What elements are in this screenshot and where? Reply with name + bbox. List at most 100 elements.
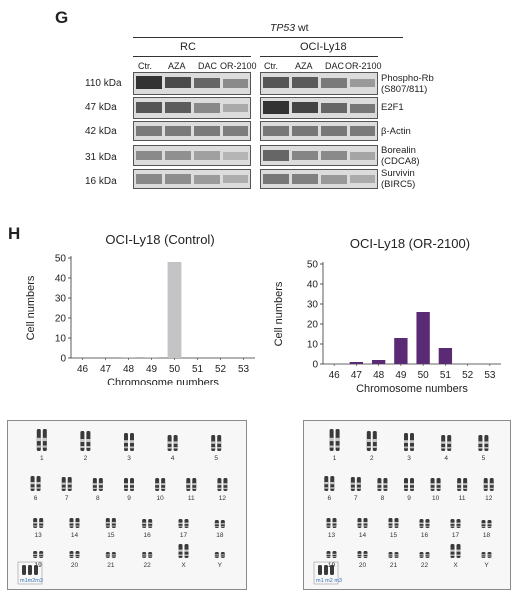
chromosome-label: 6: [34, 495, 38, 502]
lane-label-aza-rc: AZA: [168, 61, 186, 71]
chromosome-label: 6: [327, 495, 331, 502]
chromosome-label: Y: [484, 562, 489, 569]
chromosome-22: [419, 552, 424, 558]
chromosome-label: 9: [127, 495, 131, 502]
chromosome-X: [178, 544, 183, 558]
x-tick-label: 53: [484, 370, 496, 381]
y-tick-label: 50: [55, 254, 67, 265]
chromosome-20: [357, 551, 362, 558]
chromosome-label: 9: [407, 495, 411, 502]
chromosome-9: [404, 478, 408, 491]
chromosome-label: 5: [482, 455, 486, 462]
chromosome-4: [447, 435, 452, 451]
chromosome-label: X: [181, 562, 186, 569]
chromosome-2: [86, 431, 91, 451]
protein-label-survivin: Survivin (BIRC5): [381, 168, 415, 190]
blot-survivin-oci: [260, 169, 378, 189]
chromosome-16: [148, 519, 153, 528]
chromosome-9: [130, 478, 134, 491]
chromosome-label: 4: [171, 455, 175, 462]
chromosome-label: 7: [354, 495, 358, 502]
bar-49: [394, 338, 408, 364]
x-axis-title: Chromosome numbers: [107, 377, 219, 385]
chromosome-13: [39, 518, 44, 528]
chromosome-15: [388, 518, 393, 528]
chromosome-label: Y: [218, 562, 223, 569]
chromosome-label: 1: [40, 455, 44, 462]
chromosome-18: [481, 520, 486, 528]
bands-beta-actin-oci: [263, 126, 375, 136]
chromosome-14: [357, 518, 362, 528]
lane-label-ctr-rc: Ctr.: [138, 61, 153, 71]
chromosome-4: [173, 435, 178, 451]
x-tick-label: 48: [373, 370, 385, 381]
chromosome-6: [330, 476, 335, 491]
chromosome-6: [36, 476, 41, 491]
chromosome-11: [463, 478, 468, 491]
y-axis-title: Cell numbers: [25, 275, 37, 340]
chromosome-8: [383, 478, 388, 491]
chromosome-label: 7: [65, 495, 69, 502]
x-tick-label: 46: [329, 370, 341, 381]
blot-header: TP53 wt: [270, 22, 309, 34]
chromosome-label: 17: [452, 532, 460, 539]
blot-beta-actin-rc: [133, 121, 251, 141]
bands-survivin-rc: [136, 174, 248, 184]
chromosome-label: 19: [35, 562, 43, 569]
header-rule: [133, 37, 403, 38]
blot-phospho-rb-rc: [133, 72, 251, 95]
chromosome-label: 16: [144, 532, 152, 539]
chromosome-7: [350, 477, 355, 491]
chromosome-20: [363, 551, 368, 558]
protein-name-survivin: Survivin: [381, 168, 415, 179]
lane-label-dac-rc: DAC: [198, 61, 218, 71]
x-tick-label: 50: [418, 370, 430, 381]
y-axis-title: Cell numbers: [273, 281, 285, 346]
chromosome-label: 2: [370, 455, 374, 462]
chromosome-Y: [220, 552, 225, 558]
protein-alias-survivin: (BIRC5): [381, 179, 416, 190]
y-tick-label: 50: [307, 260, 319, 271]
y-tick-label: 10: [55, 334, 67, 345]
bands-borealin-rc: [136, 151, 248, 160]
kda-label-borealin: 31 kDa: [85, 152, 117, 163]
chromosome-22: [148, 552, 153, 558]
blot-beta-actin-oci: [260, 121, 378, 141]
chromosome-5: [478, 435, 483, 451]
chromosome-Y: [487, 552, 492, 558]
chromosome-17: [178, 519, 183, 528]
chromosome-label: 21: [390, 562, 398, 569]
chromosome-16: [142, 519, 147, 528]
chromosome-label: 5: [214, 455, 218, 462]
chromosome-15: [111, 518, 116, 528]
chromosome-13: [332, 518, 337, 528]
y-tick-label: 20: [55, 314, 67, 325]
chromosome-label: 13: [328, 532, 336, 539]
chromosome-9: [124, 478, 128, 491]
blot-e2f1-oci: [260, 97, 378, 119]
chromosome-1: [36, 429, 41, 451]
marker-chromosome: [28, 565, 32, 575]
x-tick-label: 53: [238, 364, 250, 375]
chromosome-18: [220, 520, 225, 528]
chromosome-10: [430, 478, 435, 491]
chromosome-1: [329, 429, 334, 451]
lane-label-aza-oci: AZA: [295, 61, 313, 71]
marker-chromosome: [324, 565, 328, 575]
chromosome-label: 2: [84, 455, 88, 462]
x-tick-label: 50: [169, 364, 181, 375]
x-axis-title: Chromosome numbers: [356, 383, 468, 395]
chromosome-5: [217, 435, 222, 451]
chromosome-label: 15: [107, 532, 115, 539]
chromosome-20: [69, 551, 74, 558]
chromosome-9: [410, 478, 414, 491]
x-tick-label: 48: [123, 364, 135, 375]
chromosome-label: 10: [157, 495, 165, 502]
chromosome-1: [42, 429, 47, 451]
bands-e2f1-rc: [136, 102, 248, 113]
y-tick-label: 0: [60, 354, 66, 365]
chromosome-19: [33, 551, 38, 558]
x-tick-label: 47: [100, 364, 112, 375]
x-tick-label: 47: [351, 370, 363, 381]
